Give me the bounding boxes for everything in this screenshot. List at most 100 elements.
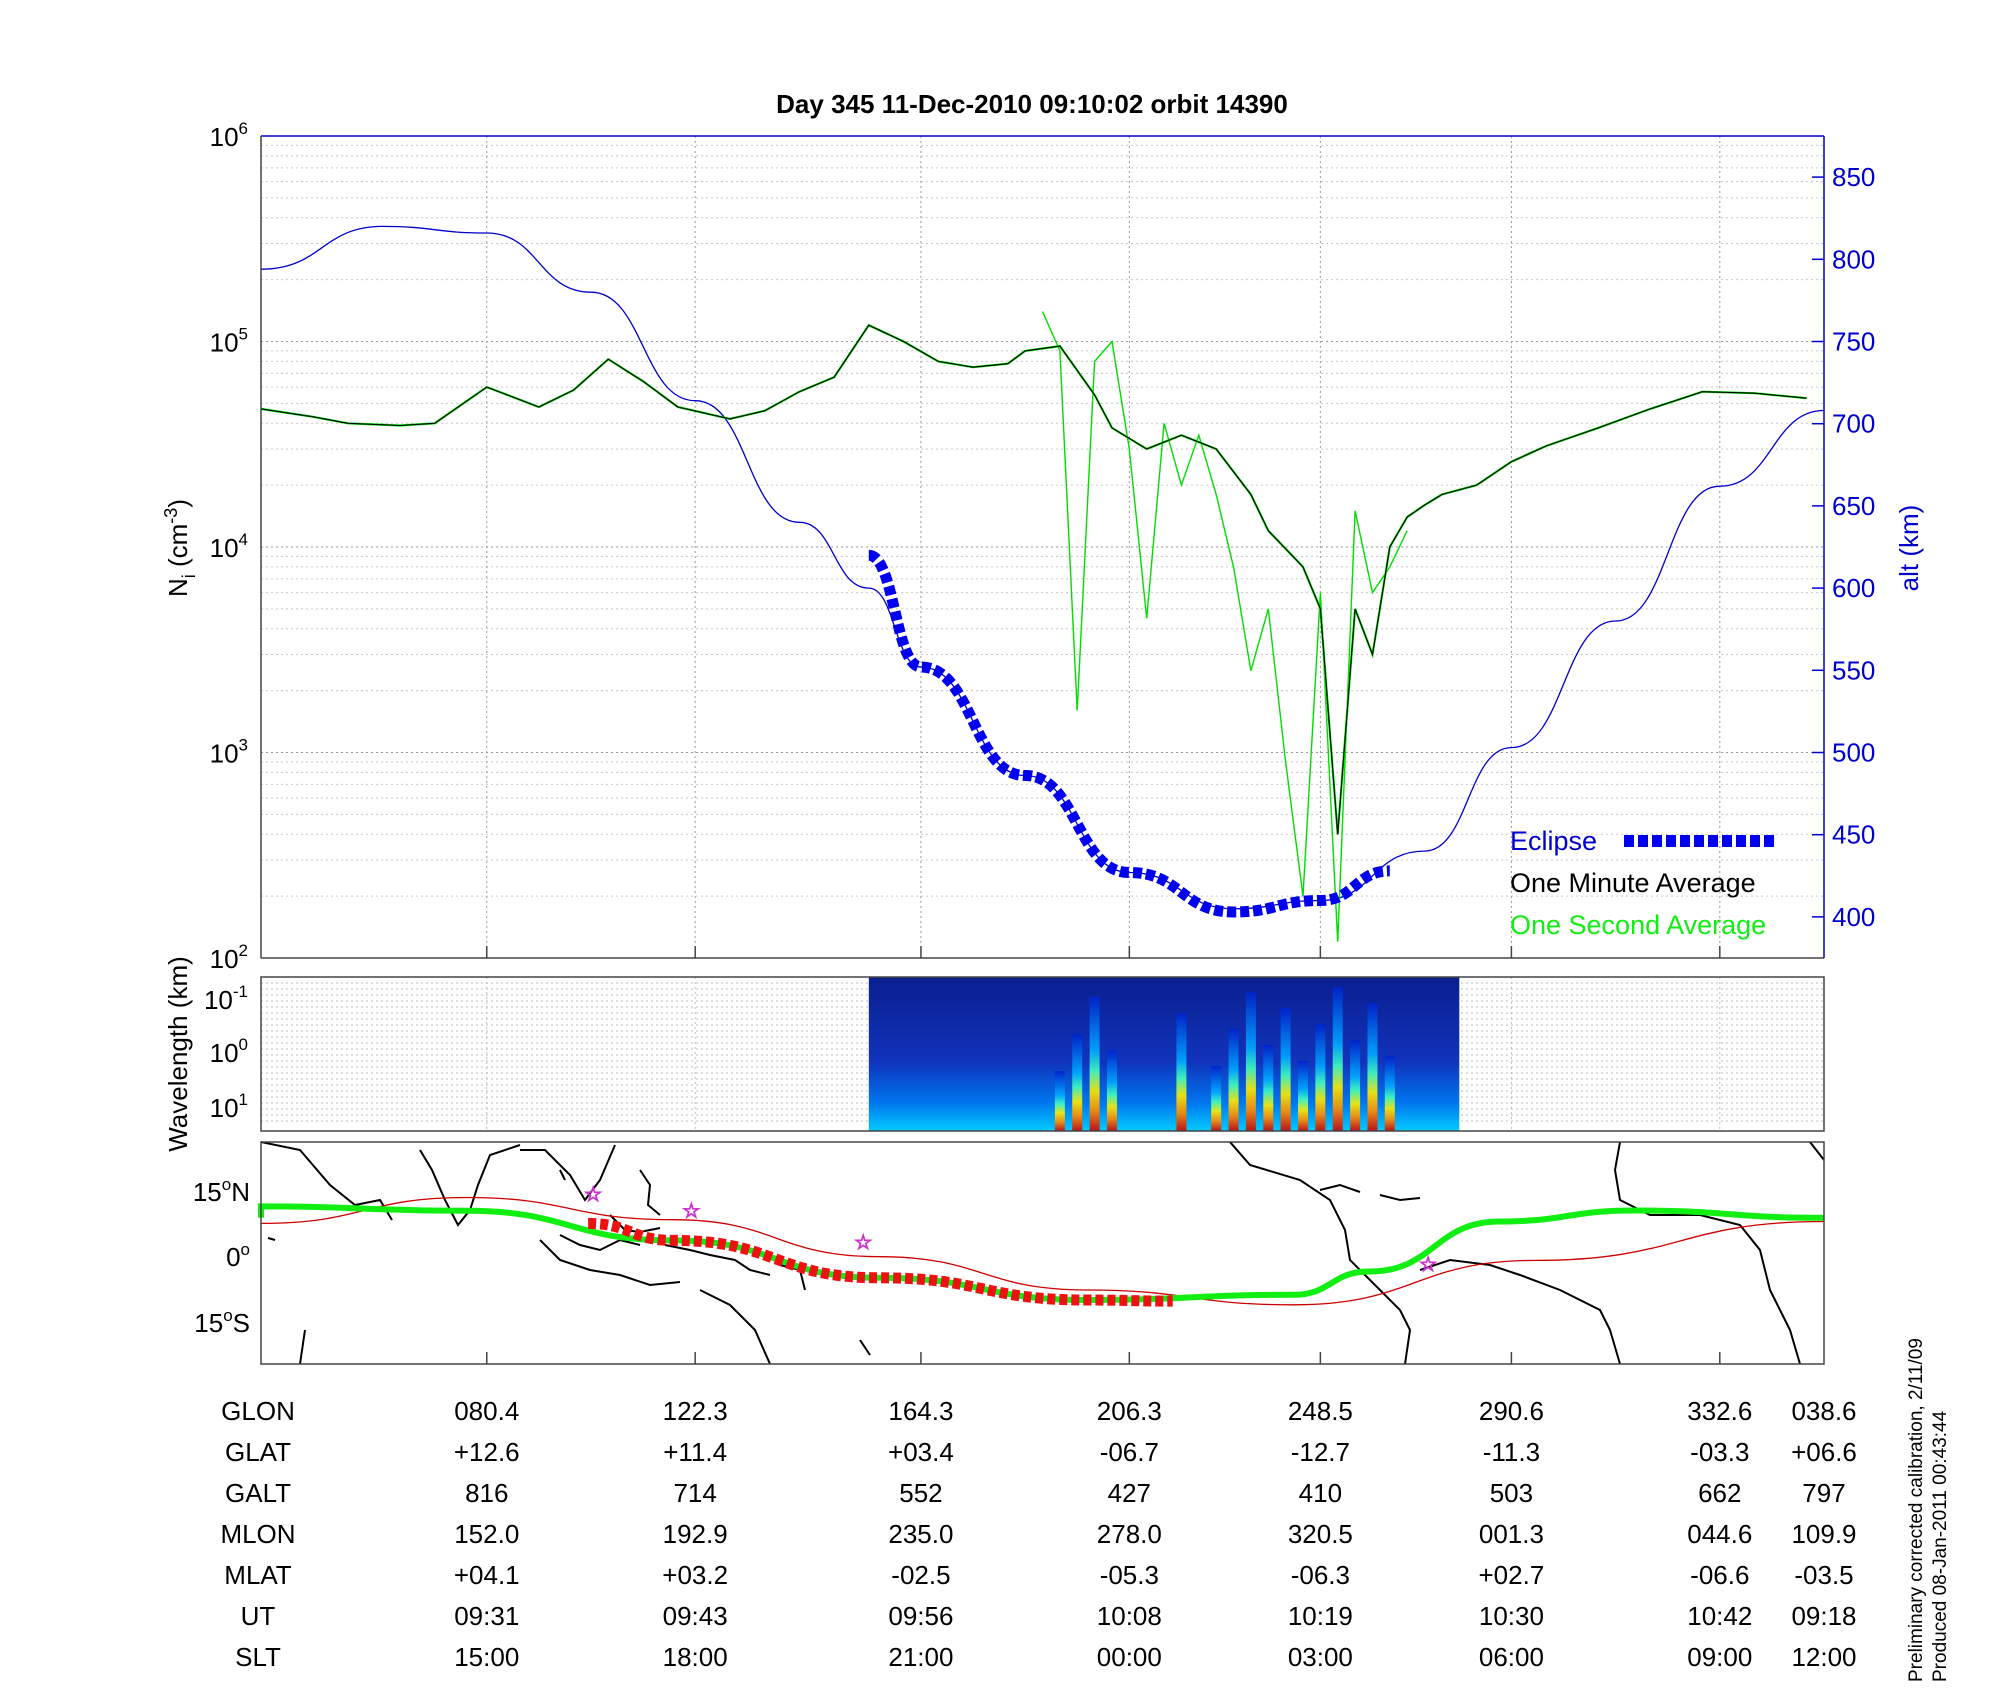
spectrogram-frame [260,976,1825,1132]
spectrogram-burst [1106,1050,1117,1131]
density-y-tick: 106 [210,119,248,152]
coast-caribbean-a [1319,1183,1361,1193]
density-y-tick: 105 [210,325,248,358]
table-cell: -06.6 [1690,1560,1749,1590]
alt-tick-label: 450 [1832,820,1875,850]
star-marker: ☆ [1419,1254,1437,1276]
table-row-label: UT [241,1601,276,1631]
spectrogram-y-tick: 100 [210,1035,248,1068]
coast-caribbean-b [1379,1194,1421,1202]
ephemeris-table: GLON GLAT GALT MLON MLAT UT SLT 080.4 +12.6 816 15… [220,1396,1856,1672]
alt-tick-label: 600 [1832,573,1875,603]
table-cell: 10:08 [1097,1601,1162,1631]
coast-india [419,1144,521,1227]
table-row-label: GLON [221,1396,295,1426]
spectrogram-burst [1089,997,1100,1131]
coast-new-guinea [664,1244,771,1276]
table-cell: 206.3 [1097,1396,1162,1426]
star-marker: ☆ [584,1184,602,1206]
table-cell: 278.0 [1097,1519,1162,1549]
table-cell: 503 [1490,1478,1533,1508]
coast-madagascar [299,1329,306,1365]
spectrogram-y-tick: 101 [210,1090,248,1123]
density-left-ticks: 102 103 104 105 106 [210,119,248,974]
density-y-tick: 103 [210,736,248,769]
spectrogram-burst [1176,1013,1187,1131]
coast-africa-arabia [260,1141,393,1221]
table-cell: 662 [1698,1478,1741,1508]
table-cell: 15:00 [454,1642,519,1672]
legend: Eclipse One Minute Average One Second Av… [1510,826,1774,940]
coast-bay-of-bengal [520,1144,616,1202]
spectrogram-burst [1263,1045,1274,1131]
spectrogram-burst [1280,1008,1291,1131]
table-cell: 410 [1299,1478,1342,1508]
spectrogram-y-label: Wavelength (km) [163,956,193,1152]
footer-produced: Produced 08-Jan-2011 00:43:44 [1930,1410,1951,1682]
table-cell: 164.3 [888,1396,953,1426]
table-row-label: MLON [220,1519,295,1549]
alt-tick-label: 550 [1832,655,1875,685]
table-cell: 332.6 [1687,1396,1752,1426]
legend-eclipse: Eclipse [1510,826,1597,856]
coast-sri-lanka [559,1169,566,1181]
table-cell: 09:00 [1687,1642,1752,1672]
alt-tick-label: 750 [1832,327,1875,357]
density-series [260,225,1825,942]
star-marker: ☆ [854,1232,872,1254]
coast-australia [699,1289,771,1365]
table-cell: 109.9 [1791,1519,1856,1549]
table-cell: -03.5 [1794,1560,1853,1590]
spectrogram-burst [1298,1061,1308,1131]
spectrogram-burst [1350,1040,1361,1131]
table-cell: 10:19 [1288,1601,1353,1631]
table-cell: 09:18 [1791,1601,1856,1631]
density-panel: 102 103 104 105 106 400 450 500 550 600 650 700 750… [161,119,1924,974]
spectrogram-burst [1245,992,1256,1131]
spectrogram-panel: 10-1 100 101 Wavelength (km) [163,956,1825,1152]
table-cell: 714 [673,1478,716,1508]
table-cell: 18:00 [663,1642,728,1672]
density-y-tick: 102 [210,941,248,974]
table-cell: 427 [1108,1478,1151,1508]
spectrogram-background [868,977,1460,1131]
table-cell: -12.7 [1291,1437,1350,1467]
coast-west-africa [1613,1141,1801,1365]
footpoint-line [260,1196,1825,1306]
map-y-tick: 0o [226,1240,250,1272]
one-minute-line [260,324,1807,835]
map-frame [260,1141,1825,1365]
table-row-label: SLT [235,1642,281,1672]
table-cell: 001.3 [1479,1519,1544,1549]
table-cell: -03.3 [1690,1437,1749,1467]
spectrogram-burst [1315,1024,1326,1131]
footer-calibration: Preliminary corrected calibration, 2/11/… [1906,1338,1927,1682]
coast-central-america [1229,1141,1401,1311]
spectrogram-y-tick: 10-1 [204,982,248,1015]
table-cell: -06.7 [1100,1437,1159,1467]
table-cell: 12:00 [1791,1642,1856,1672]
table-cell: 235.0 [888,1519,953,1549]
density-right-ticks: 400 450 500 550 600 650 700 750 800 850 [1812,162,1875,932]
density-y-tick: 104 [210,530,248,563]
table-cell: -11.3 [1483,1437,1540,1467]
spectrogram-burst [1367,1003,1378,1131]
table-cell: 248.5 [1288,1396,1353,1426]
track-line [258,1203,1825,1304]
map-y-tick: 15oS [194,1306,250,1338]
table-cell: 21:00 [888,1642,953,1672]
table-cell: 044.6 [1687,1519,1752,1549]
spectrogram-burst [1211,1066,1222,1131]
map-panel: ☆ ☆ ☆ ☆ 15oN 0o 15oS [193,1141,1825,1365]
table-cell: -02.5 [891,1560,950,1590]
table-cell: +11.4 [663,1437,727,1467]
track-eclipse [588,1217,1173,1307]
density-grid [261,136,1824,959]
spectrogram-burst [1072,1034,1083,1131]
table-cell: 09:43 [663,1601,728,1631]
table-cell: 290.6 [1479,1396,1544,1426]
alt-tick-label: 700 [1832,409,1875,439]
coast-peru [1399,1309,1412,1365]
table-cell: 00:00 [1097,1642,1162,1672]
map-ticks: 15oN 0o 15oS [193,1175,1721,1364]
